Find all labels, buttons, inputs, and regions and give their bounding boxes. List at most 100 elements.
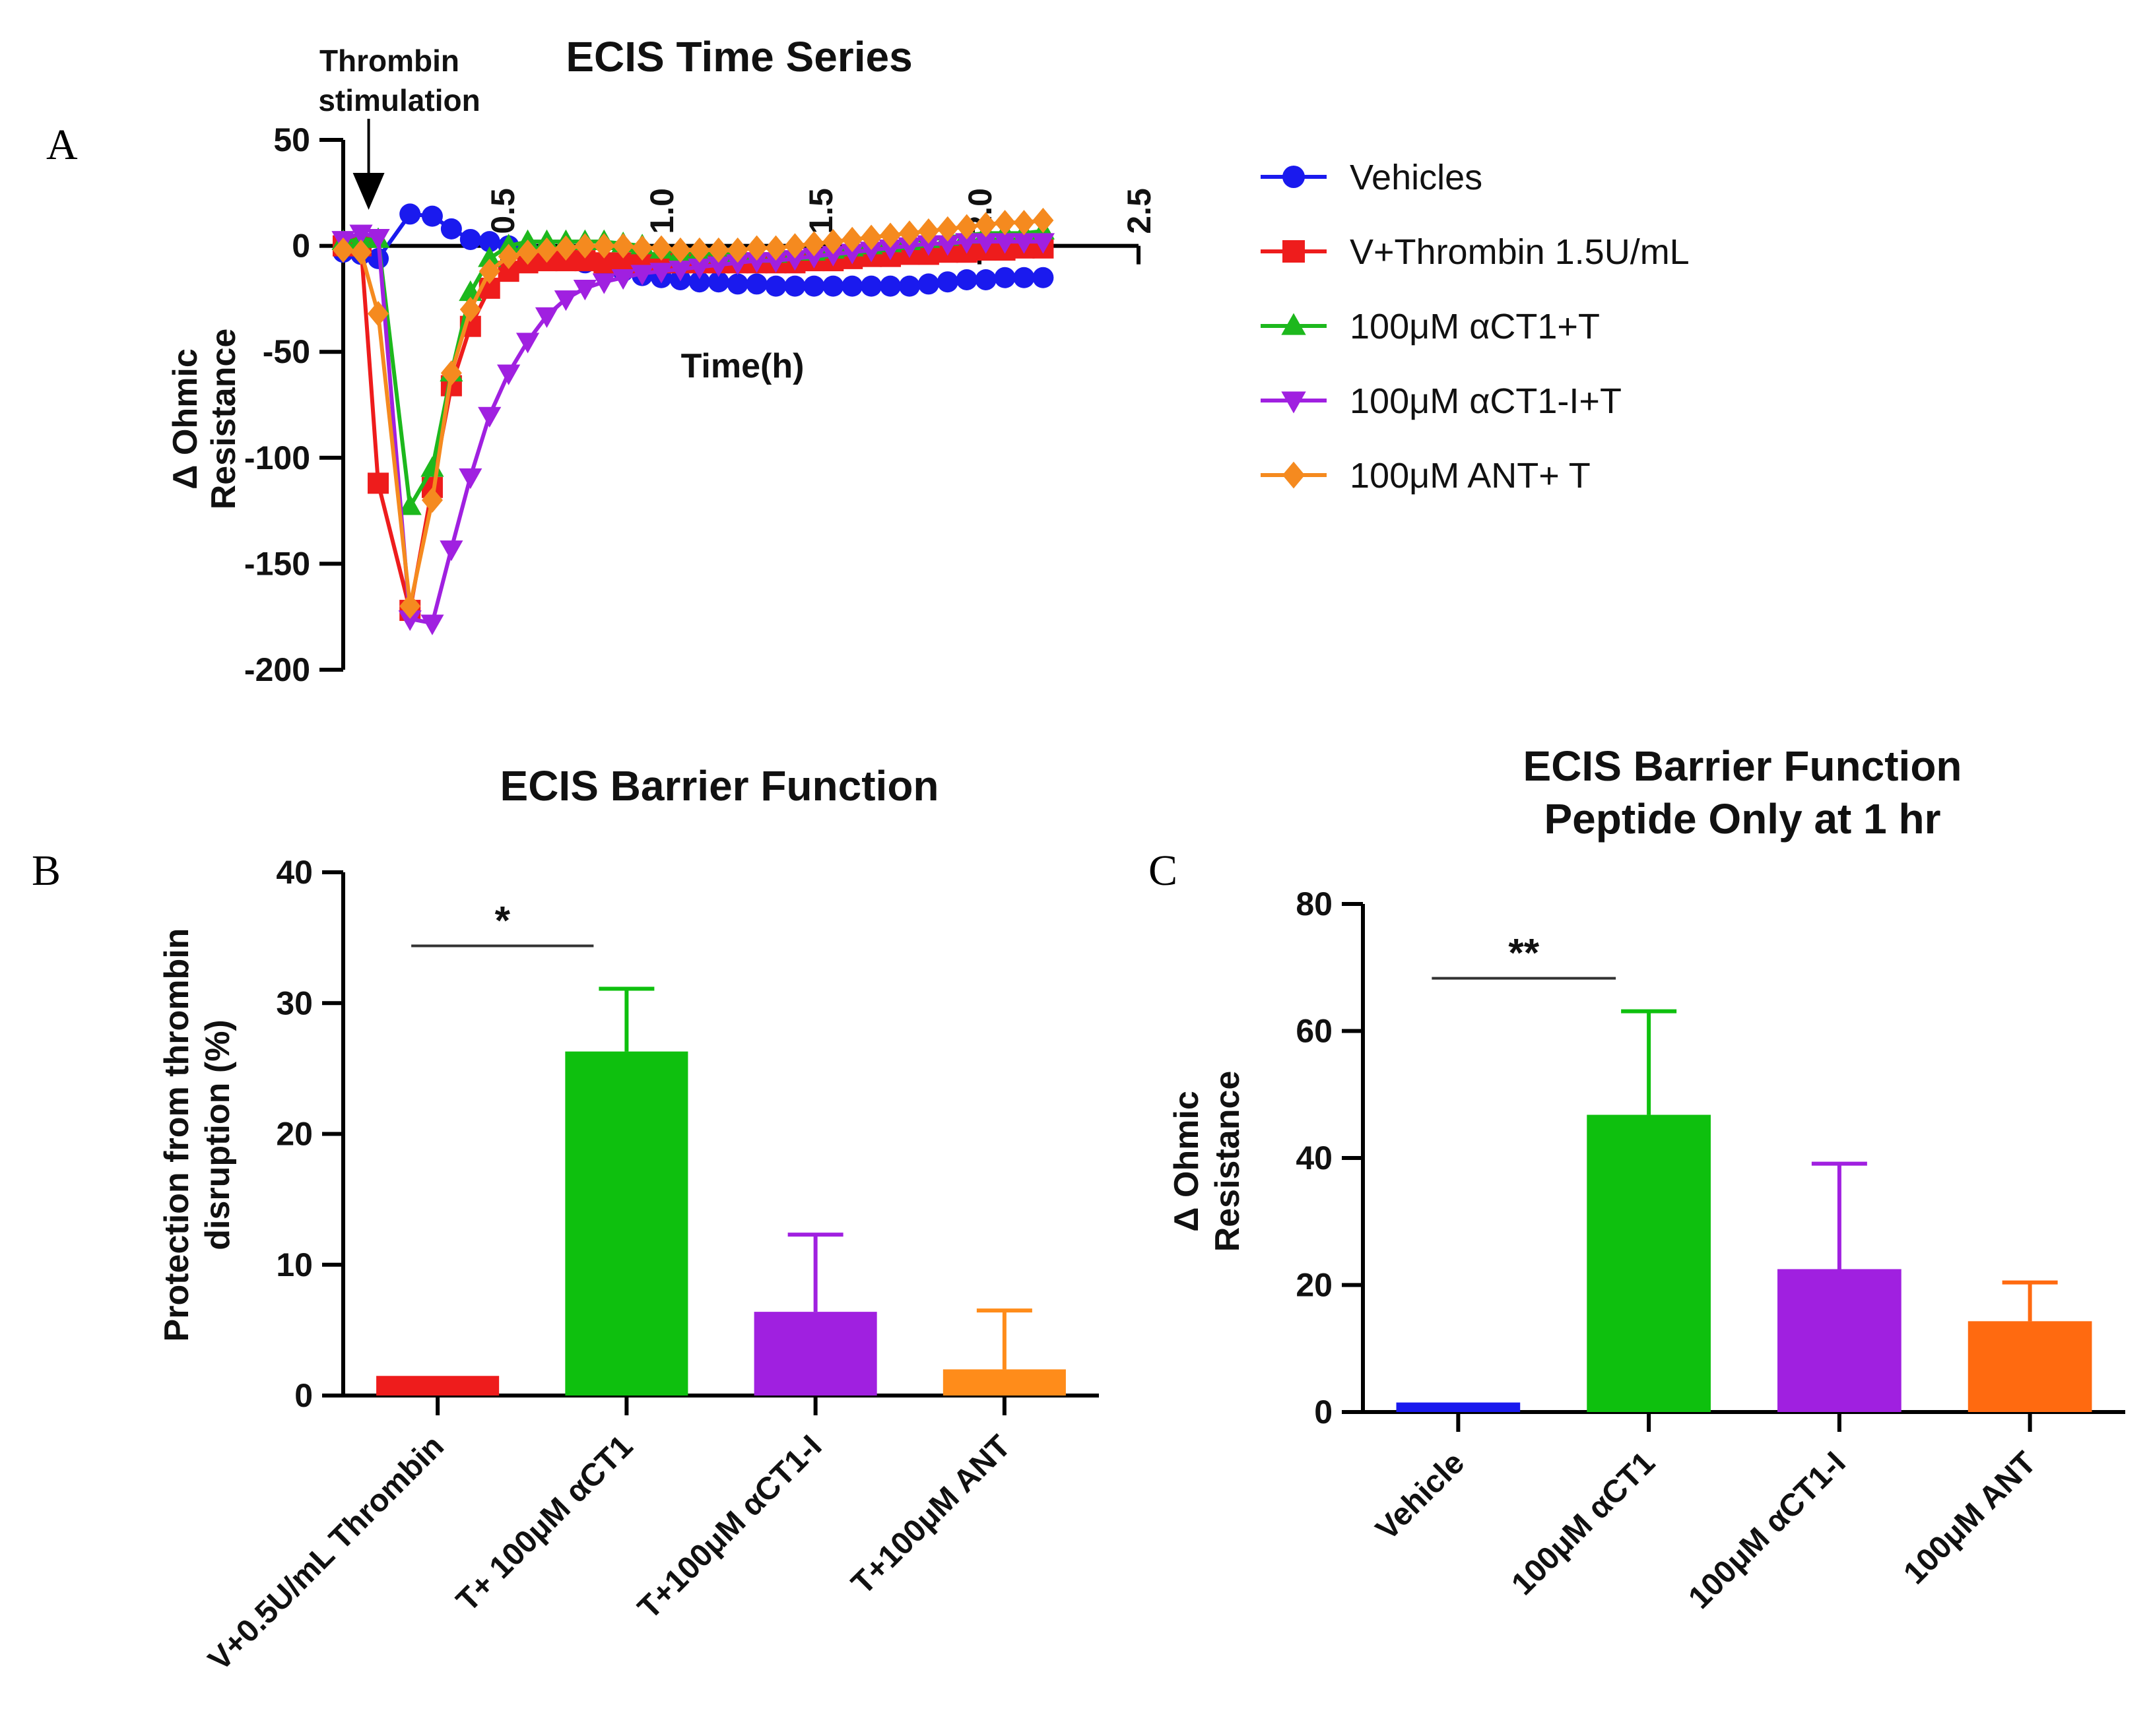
data-point <box>649 263 673 284</box>
data-point <box>478 406 502 428</box>
data-point <box>555 235 577 261</box>
series-4 <box>333 207 1054 619</box>
data-point <box>803 231 825 257</box>
x-category-label: Vehicle <box>1370 1445 1471 1547</box>
data-point <box>350 240 372 265</box>
significance-label: ** <box>1508 931 1539 975</box>
data-point <box>593 233 615 259</box>
data-point <box>399 593 421 619</box>
data-point <box>420 614 444 635</box>
data-point <box>592 273 616 294</box>
data-point <box>536 237 558 263</box>
data-point <box>803 275 825 297</box>
x-tick-label: 2.5 <box>1121 188 1158 234</box>
legend-label: 100μM αCT1-I+T <box>1350 381 1622 421</box>
annotation-text: stimulation <box>318 83 480 117</box>
chart-peptide-only: ECIS Barrier Function Peptide Only at 1 h… <box>1168 742 2125 1616</box>
data-point <box>440 218 462 240</box>
data-point <box>937 271 958 293</box>
data-point <box>746 235 768 261</box>
y-tick-label: 50 <box>273 121 310 158</box>
y-tick-label: 20 <box>1296 1267 1333 1304</box>
significance-label: * <box>495 898 511 942</box>
data-point <box>459 468 482 490</box>
data-point <box>479 231 500 253</box>
legend-label: 100μM ANT+ T <box>1350 456 1591 496</box>
x-category-label: 100μM ANT <box>1897 1445 2043 1591</box>
y-tick-label: -50 <box>263 333 310 370</box>
y-tick-label: 0 <box>1314 1394 1333 1431</box>
data-point <box>917 273 939 295</box>
panel-label-a: A <box>46 121 78 169</box>
data-point <box>440 360 462 386</box>
chart-title: ECIS Barrier Function <box>1523 742 1962 790</box>
data-point <box>517 240 539 265</box>
legend: Vehicles V+Thrombin 1.5U/mL 100μM αCT1+T 10… <box>1261 158 1690 496</box>
data-point <box>669 261 692 282</box>
data-point <box>765 275 787 297</box>
data-point <box>574 233 596 259</box>
y-tick-label: 10 <box>276 1246 313 1283</box>
data-point <box>745 252 769 273</box>
data-point <box>975 212 997 238</box>
y-axis-label-line: Δ Ohmic <box>166 348 205 490</box>
data-point <box>784 275 806 297</box>
y-axis-label: Protection from thrombin disruption (%) <box>158 928 237 1342</box>
data-point <box>688 258 711 280</box>
panel-label-b: B <box>32 847 61 895</box>
y-tick-label: 40 <box>276 854 313 891</box>
data-point <box>1013 267 1035 288</box>
data-point <box>1012 233 1036 254</box>
data-point <box>993 233 1017 254</box>
legend-marker <box>1281 313 1306 335</box>
annotation-arrow-head <box>352 173 385 210</box>
y-tick-label: -200 <box>244 651 310 688</box>
x-category-label: T+100μM ANT <box>845 1429 1018 1601</box>
chart-title: ECIS Barrier Function <box>500 762 939 810</box>
data-point <box>917 218 939 244</box>
data-point <box>421 205 443 227</box>
data-point <box>842 226 863 253</box>
data-point <box>783 250 807 271</box>
data-point <box>1031 233 1055 254</box>
legend-label: 100μM αCT1+T <box>1350 307 1600 346</box>
data-point <box>956 214 977 240</box>
y-tick-label: 40 <box>1296 1140 1333 1176</box>
data-point <box>917 235 941 256</box>
data-point <box>398 494 422 515</box>
data-point <box>554 290 578 311</box>
data-point <box>1013 210 1035 236</box>
data-point <box>727 237 748 263</box>
annotation-text: Thrombin <box>319 44 459 78</box>
y-tick-label: -100 <box>244 439 310 476</box>
y-tick-label: 80 <box>1296 885 1333 922</box>
data-point <box>975 269 997 290</box>
data-point <box>880 275 902 297</box>
y-axis-label-line: Resistance <box>1208 1071 1247 1252</box>
data-point <box>440 540 463 562</box>
y-tick-label: 30 <box>276 984 313 1021</box>
data-point <box>368 301 389 327</box>
y-axis-label-line: Δ Ohmic <box>1168 1091 1206 1232</box>
data-point <box>708 237 729 263</box>
x-category-label: 100μM αCT1-I <box>1682 1445 1852 1615</box>
data-point <box>573 280 597 301</box>
data-point <box>366 228 390 250</box>
bar <box>942 1369 1066 1396</box>
data-point <box>535 307 559 328</box>
data-point <box>630 265 654 286</box>
y-tick-label: 0 <box>294 1377 313 1414</box>
data-point <box>859 241 883 263</box>
y-axis-label-line: disruption (%) <box>199 1019 237 1250</box>
legend-label: Vehicles <box>1350 158 1482 197</box>
data-point <box>784 233 806 259</box>
x-tick-label: 1.0 <box>644 188 680 234</box>
y-axis-label: Δ Ohmic Resistance <box>166 329 243 510</box>
data-point <box>898 220 920 246</box>
data-point <box>994 210 1016 236</box>
data-point <box>515 333 540 354</box>
data-point <box>399 203 421 225</box>
y-tick-label: -150 <box>244 545 310 582</box>
series-line <box>342 231 1043 626</box>
